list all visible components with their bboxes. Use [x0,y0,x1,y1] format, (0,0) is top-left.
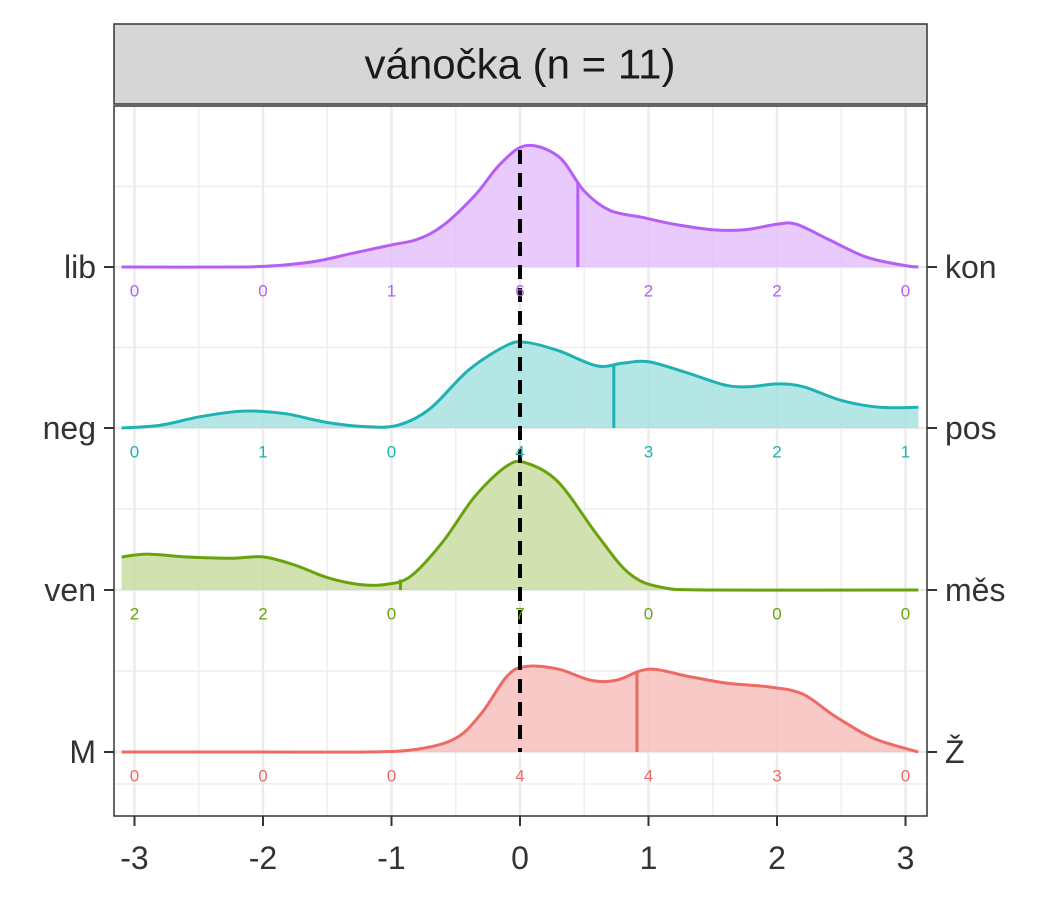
ridge-outline-lib [121,143,919,269]
count-label: 0 [258,767,267,786]
facet-strip: vánočka (n = 11) [113,23,928,105]
x-tick-label: 3 [897,840,915,876]
count-label: 3 [644,443,653,462]
count-label: 1 [258,443,267,462]
count-label: 2 [130,605,139,624]
count-label: 0 [130,767,139,786]
count-label: 4 [515,443,524,462]
y-label-right: kon [945,249,997,285]
y-label-left: ven [44,572,96,608]
count-label: 2 [258,605,267,624]
x-tick-label: -2 [249,840,277,876]
ridge-outline-ven [121,459,919,592]
count-label: 2 [644,282,653,301]
ridge-outline-neg [121,340,919,430]
count-label: 3 [772,767,781,786]
x-tick-label: 1 [640,840,658,876]
count-labels: 0 0 0 4 4 3 0 2 2 0 7 0 0 0 0 1 0 4 3 2 1 0 0 1 6 2 2 0 [130,282,910,786]
count-label: 0 [772,605,781,624]
count-label: 0 [901,282,910,301]
ridge-outline-M [121,664,919,754]
count-label: 0 [387,443,396,462]
x-tick-label: -1 [377,840,405,876]
count-label: 0 [901,605,910,624]
x-tick-label: 2 [768,840,786,876]
count-label: 6 [515,282,524,301]
count-label: 2 [772,282,781,301]
count-label: 0 [130,282,139,301]
y-label-left: lib [64,249,96,285]
count-label: 0 [644,605,653,624]
facet-strip-box [113,23,928,105]
count-label: 2 [772,443,781,462]
y-label-left: neg [43,410,96,446]
count-label: 1 [387,282,396,301]
y-label-left: M [69,734,96,770]
count-label: 0 [130,443,139,462]
count-label: 4 [515,767,524,786]
count-label: 0 [901,767,910,786]
facet-title: vánočka (n = 11) [365,41,676,88]
count-label: 0 [258,282,267,301]
y-label-right: měs [945,572,1005,608]
count-label: 7 [515,605,524,624]
count-label: 0 [387,767,396,786]
x-tick-label: -3 [120,840,148,876]
count-label: 4 [644,767,653,786]
x-axis: -3 -2 -1 0 1 2 3 [120,816,914,876]
x-tick-label: 0 [511,840,529,876]
count-label: 0 [387,605,396,624]
count-label: 1 [901,443,910,462]
y-label-right: pos [945,410,997,446]
y-label-right: Ž [945,734,965,770]
